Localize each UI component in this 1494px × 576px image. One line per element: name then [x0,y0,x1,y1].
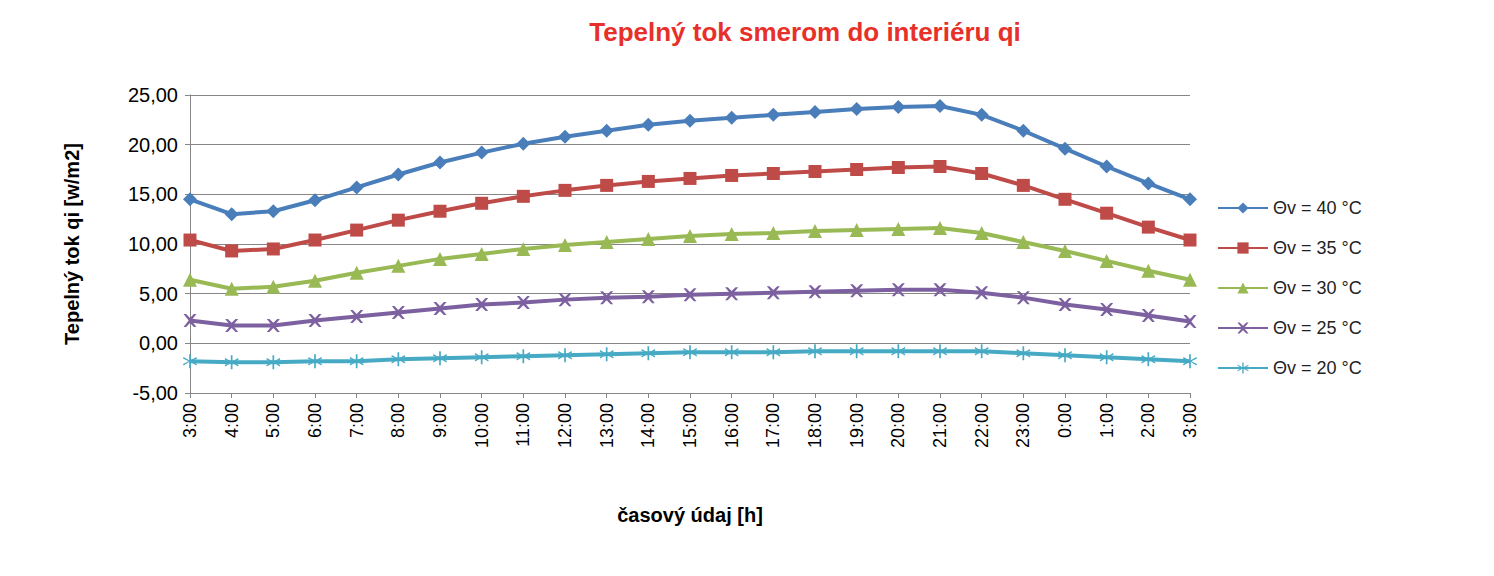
svg-text:10:00: 10:00 [472,403,492,448]
svg-text:22:00: 22:00 [972,403,992,448]
svg-text:15:00: 15:00 [680,403,700,448]
svg-text:19:00: 19:00 [847,403,867,448]
svg-text:0:00: 0:00 [1055,403,1075,438]
svg-text:0,00: 0,00 [139,332,178,354]
svg-text:21:00: 21:00 [930,403,950,448]
svg-text:6:00: 6:00 [305,403,325,438]
svg-text:15,00: 15,00 [128,183,178,205]
svg-text:Θv = 30 °C: Θv = 30 °C [1273,278,1362,298]
svg-text:Tepelný tok smerom do interiér: Tepelný tok smerom do interiéru qi [589,17,1021,47]
svg-text:3:00: 3:00 [180,403,200,438]
svg-text:16:00: 16:00 [722,403,742,448]
svg-text:Θv = 20 °C: Θv = 20 °C [1273,358,1362,378]
svg-text:4:00: 4:00 [222,403,242,438]
svg-text:3:00: 3:00 [1180,403,1200,438]
svg-text:13:00: 13:00 [597,403,617,448]
svg-text:20,00: 20,00 [128,134,178,156]
svg-text:8:00: 8:00 [388,403,408,438]
svg-text:5:00: 5:00 [263,403,283,438]
svg-text:-5,00: -5,00 [132,382,178,404]
svg-text:Tepelný tok qi [w/m2]: Tepelný tok qi [w/m2] [61,143,83,345]
svg-text:18:00: 18:00 [805,403,825,448]
svg-text:12:00: 12:00 [555,403,575,448]
svg-text:9:00: 9:00 [430,403,450,438]
svg-text:Θv = 25 °C: Θv = 25 °C [1273,318,1362,338]
svg-text:14:00: 14:00 [638,403,658,448]
svg-text:5,00: 5,00 [139,283,178,305]
svg-text:10,00: 10,00 [128,233,178,255]
svg-text:2:00: 2:00 [1138,403,1158,438]
svg-text:25,00: 25,00 [128,84,178,106]
svg-text:17:00: 17:00 [763,403,783,448]
svg-text:20:00: 20:00 [888,403,908,448]
svg-text:časový údaj [h]: časový údaj [h] [617,504,763,526]
svg-text:1:00: 1:00 [1097,403,1117,438]
svg-text:11:00: 11:00 [513,403,533,447]
svg-text:7:00: 7:00 [347,403,367,438]
svg-text:Θv = 40 °C: Θv = 40 °C [1273,198,1362,218]
svg-text:Θv = 35 °C: Θv = 35 °C [1273,238,1362,258]
svg-text:23:00: 23:00 [1013,403,1033,448]
